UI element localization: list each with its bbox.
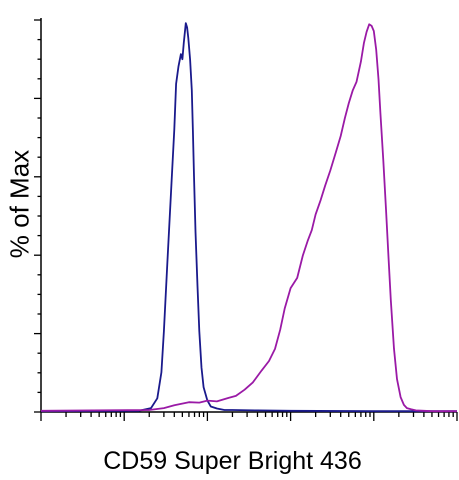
- axes: [34, 18, 458, 421]
- histogram-series-2: [40, 23, 457, 413]
- plot-area: [40, 22, 457, 413]
- histogram-series-1: [40, 22, 457, 413]
- y-axis-label: % of Max: [4, 149, 35, 259]
- x-axis-label: CD59 Super Bright 436: [103, 447, 362, 475]
